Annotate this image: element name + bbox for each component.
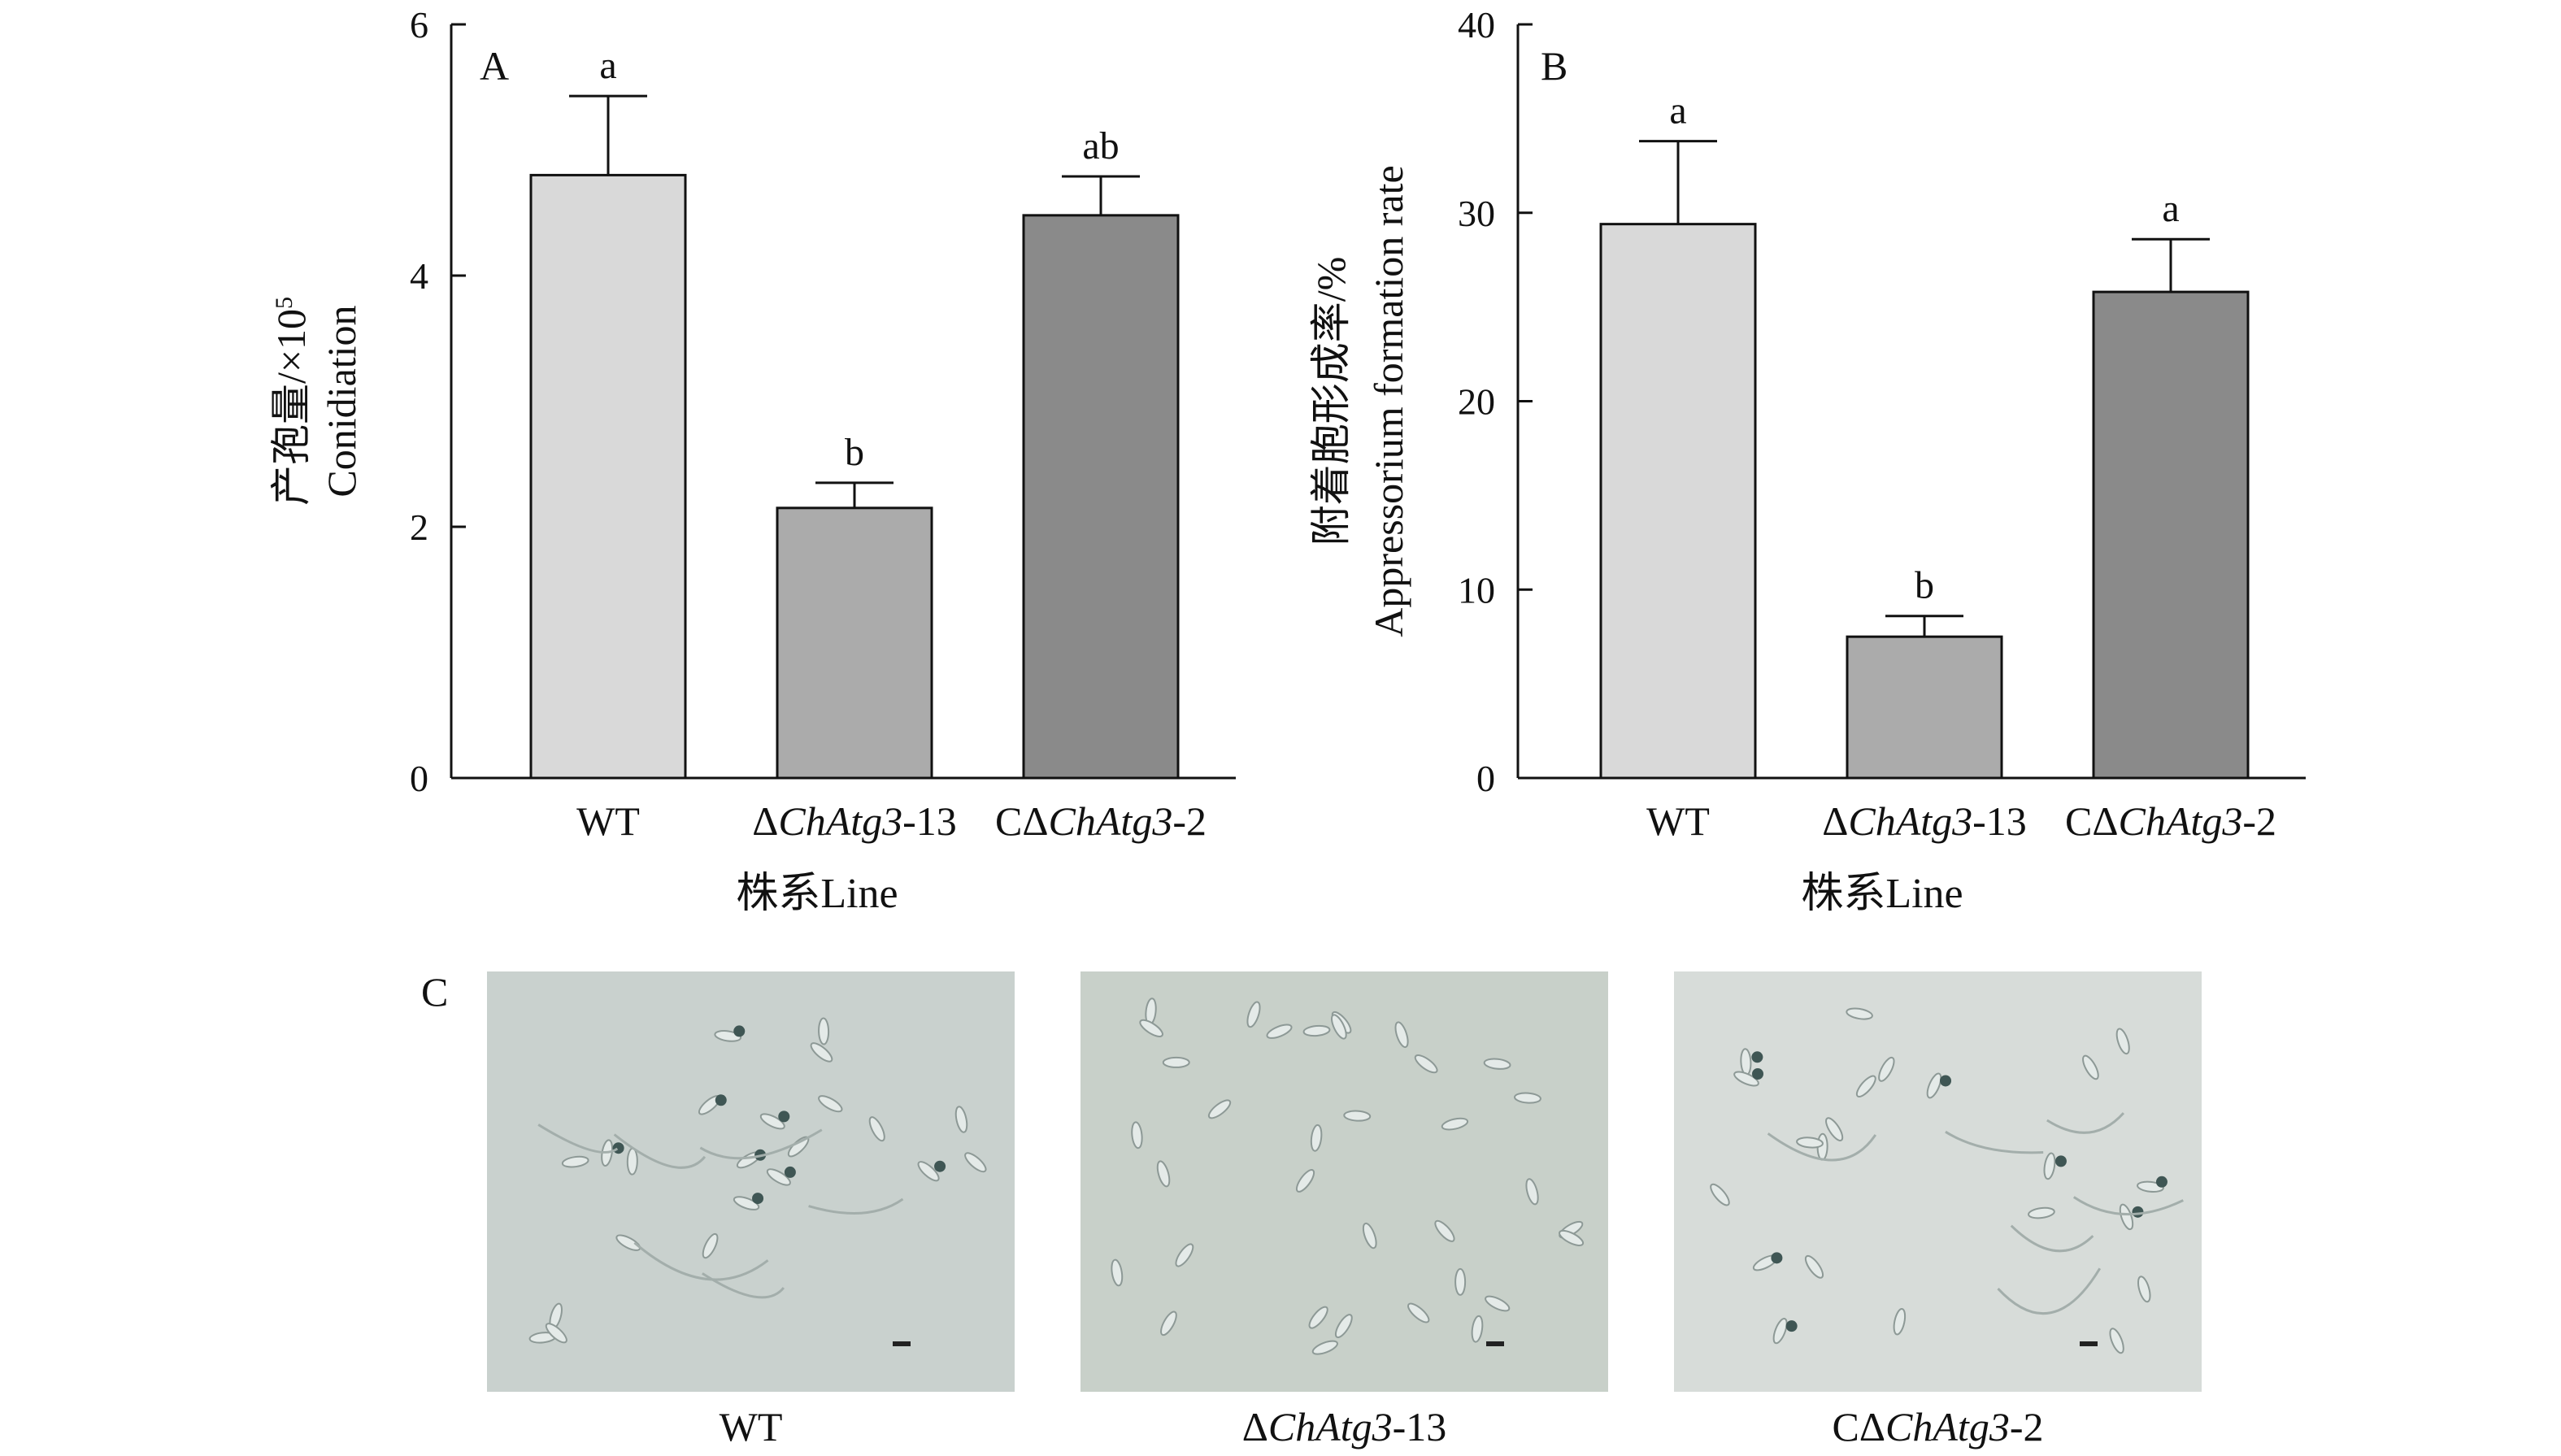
micrograph-label-prefix: Δ (1242, 1404, 1268, 1449)
micrograph-panel: CWT ΔChAtg3-13 CΔChAtg3-2 (421, 969, 2202, 1449)
micrograph-cells (1710, 1007, 2184, 1354)
bar (1022, 214, 1180, 780)
y-axis-label: Conidiation (319, 305, 364, 497)
y-axis-label: 附着胞形成率/% (1308, 257, 1354, 546)
micrograph-image (487, 971, 1015, 1392)
micrograph-image (1674, 971, 2202, 1392)
y-tick-label: 20 (1458, 381, 1495, 423)
y-axis-label: Appressorium formation rate (1366, 165, 1411, 637)
x-category-label-suffix: -13 (902, 798, 957, 844)
significance-label: b (845, 431, 864, 474)
chart-b: 010203040aWTbΔChAtg3-13aCΔChAtg3-2B附着胞形成… (1308, 4, 2306, 917)
micrograph-cells (1111, 997, 1585, 1355)
panel-label: B (1541, 43, 1567, 89)
x-category-label: CΔChAtg3-2 (2065, 798, 2276, 844)
panel-label: A (480, 43, 509, 89)
significance-label: a (1669, 89, 1686, 133)
x-category-label-prefix: WT (576, 798, 640, 844)
micrograph-label-gene: ChAtg3 (1885, 1404, 2010, 1449)
micrograph-label: WT (720, 1404, 783, 1449)
bar (776, 506, 933, 780)
y-axis-label-text: Conidiation (319, 305, 364, 497)
x-axis-label: 株系Line (1801, 871, 1963, 917)
x-category-label-gene: ChAtg3 (778, 798, 902, 844)
x-axis-label: 株系Line (736, 871, 898, 917)
x-category-label-suffix: -2 (2242, 798, 2276, 844)
micrograph-cells (528, 1017, 987, 1346)
x-category-label-prefix: CΔ (995, 798, 1049, 844)
x-category-label: WT (1646, 798, 1710, 844)
y-axis-label-exponent: 5 (271, 297, 298, 309)
y-tick-label: 6 (410, 4, 428, 46)
x-category-label: CΔChAtg3-2 (995, 798, 1207, 844)
panel-label: C (421, 969, 448, 1015)
bar (1599, 223, 1757, 780)
micrograph-label-prefix: WT (720, 1404, 783, 1449)
x-category-label: ΔChAtg3-13 (752, 798, 957, 844)
micrograph-label-prefix: CΔ (1833, 1404, 1886, 1449)
y-tick-label: 30 (1458, 193, 1495, 234)
y-tick-label: 10 (1458, 569, 1495, 611)
x-category-label-gene: ChAtg3 (1049, 798, 1173, 844)
x-category-label-suffix: -2 (1172, 798, 1207, 844)
significance-label: b (1915, 564, 1934, 607)
y-tick-label: 0 (410, 758, 428, 799)
x-category-label-prefix: Δ (752, 798, 778, 844)
y-tick-label: 2 (410, 506, 428, 548)
bar (2092, 290, 2250, 780)
y-axis-label-text: 产孢量/×10 (268, 309, 314, 506)
y-axis-label-text: Appressorium formation rate (1366, 165, 1411, 637)
x-category-label: WT (576, 798, 640, 844)
x-category-label-prefix: CΔ (2065, 798, 2119, 844)
x-category-label-prefix: WT (1646, 798, 1710, 844)
y-tick-label: 4 (410, 255, 428, 297)
y-axis-label: 产孢量/×105 (268, 297, 314, 506)
significance-label: ab (1082, 124, 1119, 167)
y-tick-label: 40 (1458, 4, 1495, 46)
micrograph-label-suffix: -2 (2010, 1404, 2044, 1449)
micrograph-label-gene: ChAtg3 (1268, 1404, 1393, 1449)
micrograph-label: ΔChAtg3-13 (1242, 1404, 1447, 1449)
x-category-label-prefix: Δ (1822, 798, 1848, 844)
micrograph-label-suffix: -13 (1393, 1404, 1447, 1449)
y-tick-label: 0 (1476, 758, 1495, 799)
y-axis-label-text: 附着胞形成率/% (1308, 257, 1354, 546)
bar (529, 173, 687, 780)
chart-a: 0246aWTbΔChAtg3-13abCΔChAtg3-2A产孢量/×105C… (268, 4, 1236, 917)
bar (1846, 635, 2003, 780)
x-category-label-gene: ChAtg3 (1848, 798, 1972, 844)
significance-label: a (2162, 187, 2179, 230)
micrograph-label: CΔChAtg3-2 (1833, 1404, 2044, 1449)
x-category-label: ΔChAtg3-13 (1822, 798, 2027, 844)
x-category-label-gene: ChAtg3 (2119, 798, 2243, 844)
significance-label: a (599, 44, 616, 87)
x-category-label-suffix: -13 (1972, 798, 2027, 844)
